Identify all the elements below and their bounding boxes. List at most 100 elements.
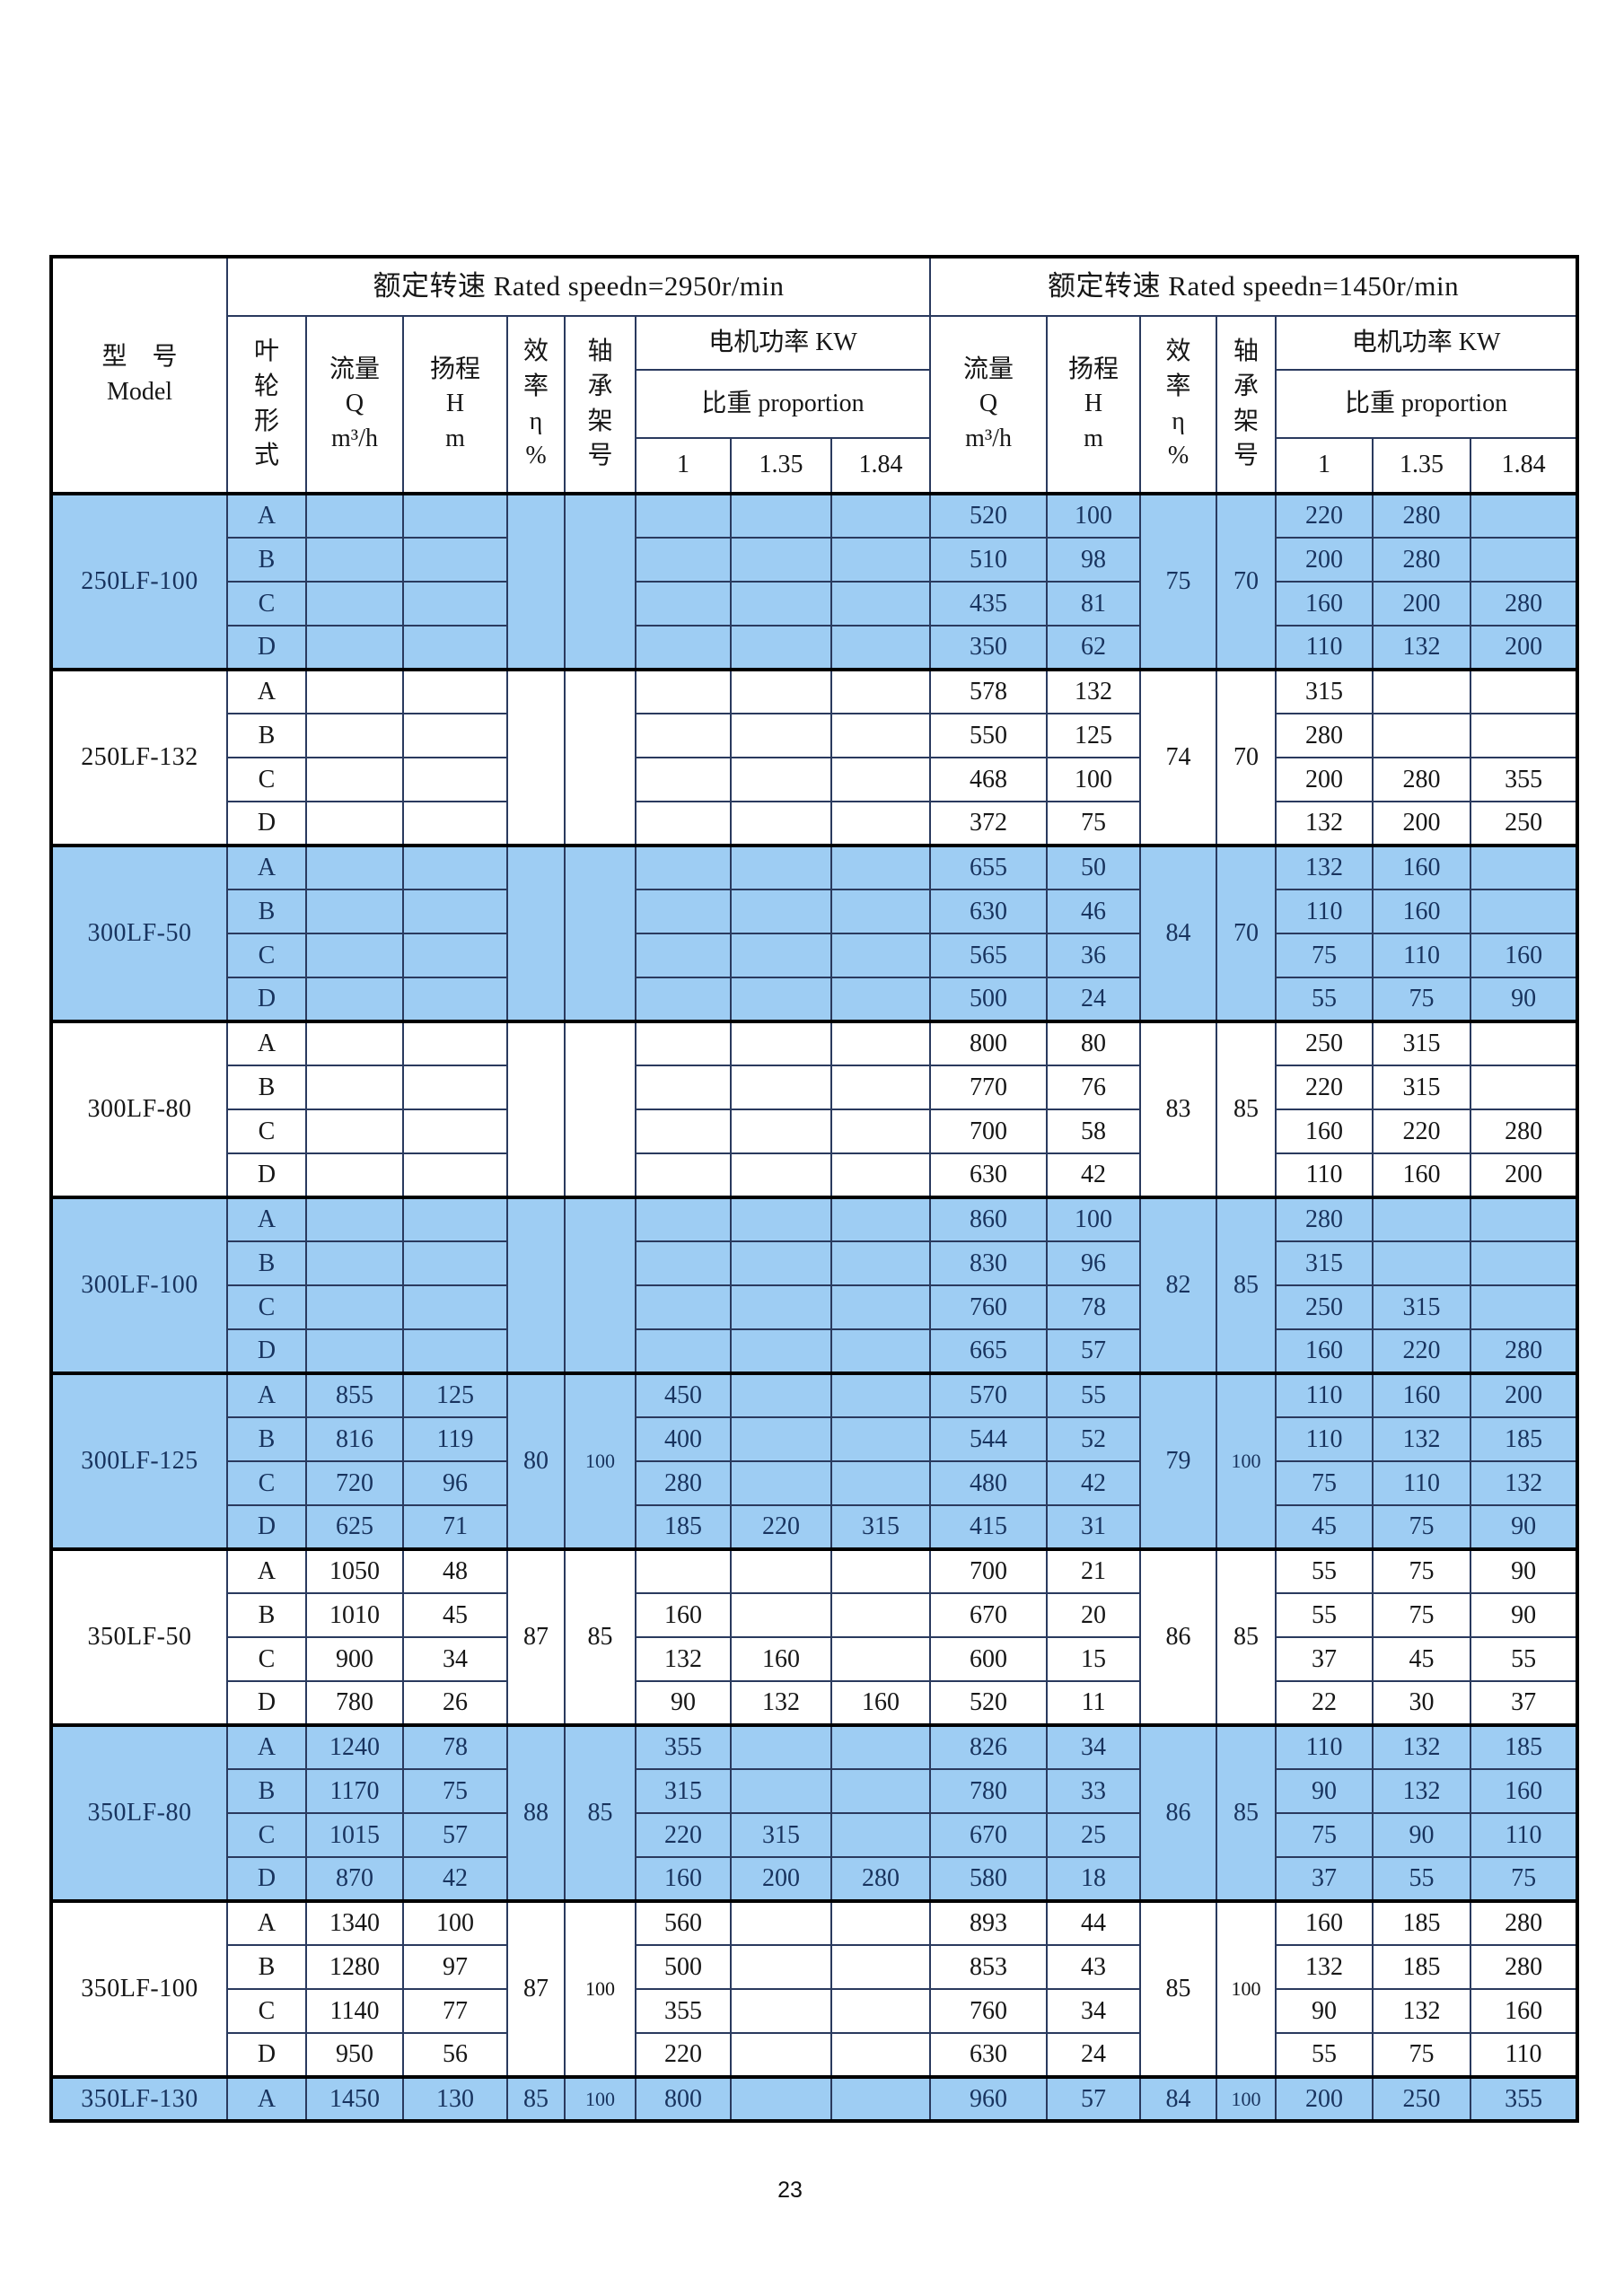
efficiency-1450-cell: 85	[1139, 1899, 1218, 2078]
model-cell: 250LF-132	[50, 668, 228, 846]
pump-spec-table: 型 号 Model 额定转速 Rated speedn=2950r/min 额定…	[49, 255, 1580, 2123]
efficiency-2950-cell: 87	[506, 1899, 566, 2078]
header-efficiency-1450: 效 率 η %	[1139, 315, 1218, 495]
power-2950-cell	[830, 1768, 932, 1814]
model-cell: 350LF-80	[50, 1723, 228, 1902]
power-2950-cell: 160	[830, 1680, 932, 1726]
flow-2950-cell	[305, 933, 404, 978]
flow-2950-cell	[305, 1109, 404, 1154]
power-1450-cell: 30	[1372, 1680, 1472, 1726]
flow-1450-cell: 800	[929, 1020, 1049, 1066]
power-1450-cell: 132	[1372, 1768, 1472, 1814]
flow-2950-cell: 780	[305, 1680, 404, 1726]
flow-2950-cell	[305, 1284, 404, 1330]
head-1450-cell: 43	[1046, 1944, 1142, 1990]
table-row: 300LF-100 A 860 100 82 85 280	[50, 1196, 1579, 1374]
bearing-1450-cell: 100	[1216, 2075, 1277, 2122]
header-flow-2950: 流量 Q m³/h	[305, 315, 404, 495]
power-2950-cell: 560	[635, 1899, 732, 1946]
efficiency-1450-cell: 79	[1139, 1371, 1218, 1550]
power-1450-cell	[1470, 1065, 1579, 1110]
power-2950-cell	[830, 1065, 932, 1110]
power-1450-cell: 200	[1470, 625, 1579, 670]
power-2950-cell	[830, 1899, 932, 1946]
head-2950-cell	[402, 1020, 508, 1066]
power-1450-cell: 280	[1470, 581, 1579, 627]
table-row: B 1280 97 500 853 43 132 185 280	[51, 1944, 1579, 1990]
power-1450-cell: 132	[1275, 1944, 1374, 1990]
flow-1450-cell: 372	[929, 801, 1049, 846]
power-1450-cell: 110	[1275, 1152, 1374, 1198]
power-1450-cell: 55	[1275, 1592, 1374, 1638]
table-row: D 372 75 132 200 250	[51, 801, 1579, 846]
head-1450-cell: 21	[1046, 1547, 1142, 1594]
flow-1450-cell: 760	[929, 1988, 1049, 2034]
head-1450-cell: 78	[1046, 1284, 1142, 1330]
power-2950-cell: 315	[830, 1504, 932, 1550]
model-cell: 250LF-100	[50, 492, 228, 670]
model-cell: 300LF-50	[50, 844, 228, 1022]
power-1450-cell: 280	[1372, 757, 1472, 802]
head-2950-cell: 71	[402, 1504, 508, 1550]
power-2950-cell	[830, 1636, 932, 1682]
head-1450-cell: 100	[1046, 1196, 1142, 1242]
flow-1450-cell: 550	[929, 713, 1049, 758]
power-2950-cell	[830, 1547, 932, 1594]
efficiency-2950-cell	[506, 1196, 566, 1374]
power-2950-cell	[830, 1371, 932, 1418]
power-2950-cell: 450	[635, 1371, 732, 1418]
table-row: B 770 76 220 315	[51, 1065, 1579, 1110]
power-1450-cell: 315	[1372, 1065, 1472, 1110]
impeller-cell: B	[226, 889, 307, 934]
flow-2950-cell	[305, 1065, 404, 1110]
power-1450-cell	[1470, 537, 1579, 583]
impeller-cell: A	[226, 844, 307, 890]
table-row: C 1140 77 355 760 34 90 132 160	[51, 1988, 1579, 2034]
impeller-cell: C	[226, 1109, 307, 1154]
power-2950-cell: 355	[635, 1988, 732, 2034]
table-row: 300LF-50 A 655 50 84 70 132 160	[50, 844, 1579, 1022]
header-prop-1-2950: 1	[635, 437, 732, 495]
header-prop-135-2950: 1.35	[730, 437, 832, 495]
power-1450-cell: 75	[1275, 933, 1374, 978]
bearing-1450-cell: 70	[1216, 492, 1277, 670]
power-2950-cell	[635, 844, 732, 890]
power-2950-cell	[635, 1240, 732, 1286]
flow-2950-cell	[305, 1196, 404, 1242]
power-1450-cell: 110	[1470, 2032, 1579, 2078]
power-2950-cell	[730, 1371, 832, 1418]
power-2950-cell	[830, 889, 932, 934]
power-1450-cell: 185	[1470, 1416, 1579, 1462]
power-1450-cell	[1470, 1020, 1579, 1066]
power-1450-cell: 75	[1372, 1504, 1472, 1550]
table-row: D 665 57 160 220 280	[51, 1328, 1579, 1374]
bearing-2950-cell: 85	[564, 1723, 636, 1902]
efficiency-1450-cell: 83	[1139, 1020, 1218, 1198]
flow-2950-cell	[305, 977, 404, 1022]
flow-1450-cell: 578	[929, 668, 1049, 714]
impeller-cell: D	[226, 1856, 307, 1902]
impeller-cell: B	[226, 1240, 307, 1286]
head-1450-cell: 81	[1046, 581, 1142, 627]
power-2950-cell	[730, 933, 832, 978]
table-row: C 565 36 75 110 160	[51, 933, 1579, 978]
flow-1450-cell: 468	[929, 757, 1049, 802]
model-cell: 300LF-80	[50, 1020, 228, 1198]
impeller-cell: A	[226, 1020, 307, 1066]
power-2950-cell	[830, 2032, 932, 2078]
flow-1450-cell: 826	[929, 1723, 1049, 1770]
power-2950-cell	[730, 1328, 832, 1374]
efficiency-2950-cell	[506, 844, 566, 1022]
flow-2950-cell: 1450	[305, 2075, 404, 2122]
flow-2950-cell: 720	[305, 1460, 404, 1506]
power-2950-cell	[730, 757, 832, 802]
power-1450-cell: 90	[1372, 1812, 1472, 1858]
bearing-2950-cell: 85	[564, 1547, 636, 1726]
head-1450-cell: 58	[1046, 1109, 1142, 1154]
power-2950-cell	[830, 1592, 932, 1638]
header-speed-1450: 额定转速 Rated speedn=1450r/min	[929, 256, 1579, 317]
power-1450-cell: 160	[1275, 581, 1374, 627]
power-2950-cell	[730, 1416, 832, 1462]
impeller-cell: B	[226, 713, 307, 758]
power-1450-cell: 315	[1372, 1020, 1472, 1066]
